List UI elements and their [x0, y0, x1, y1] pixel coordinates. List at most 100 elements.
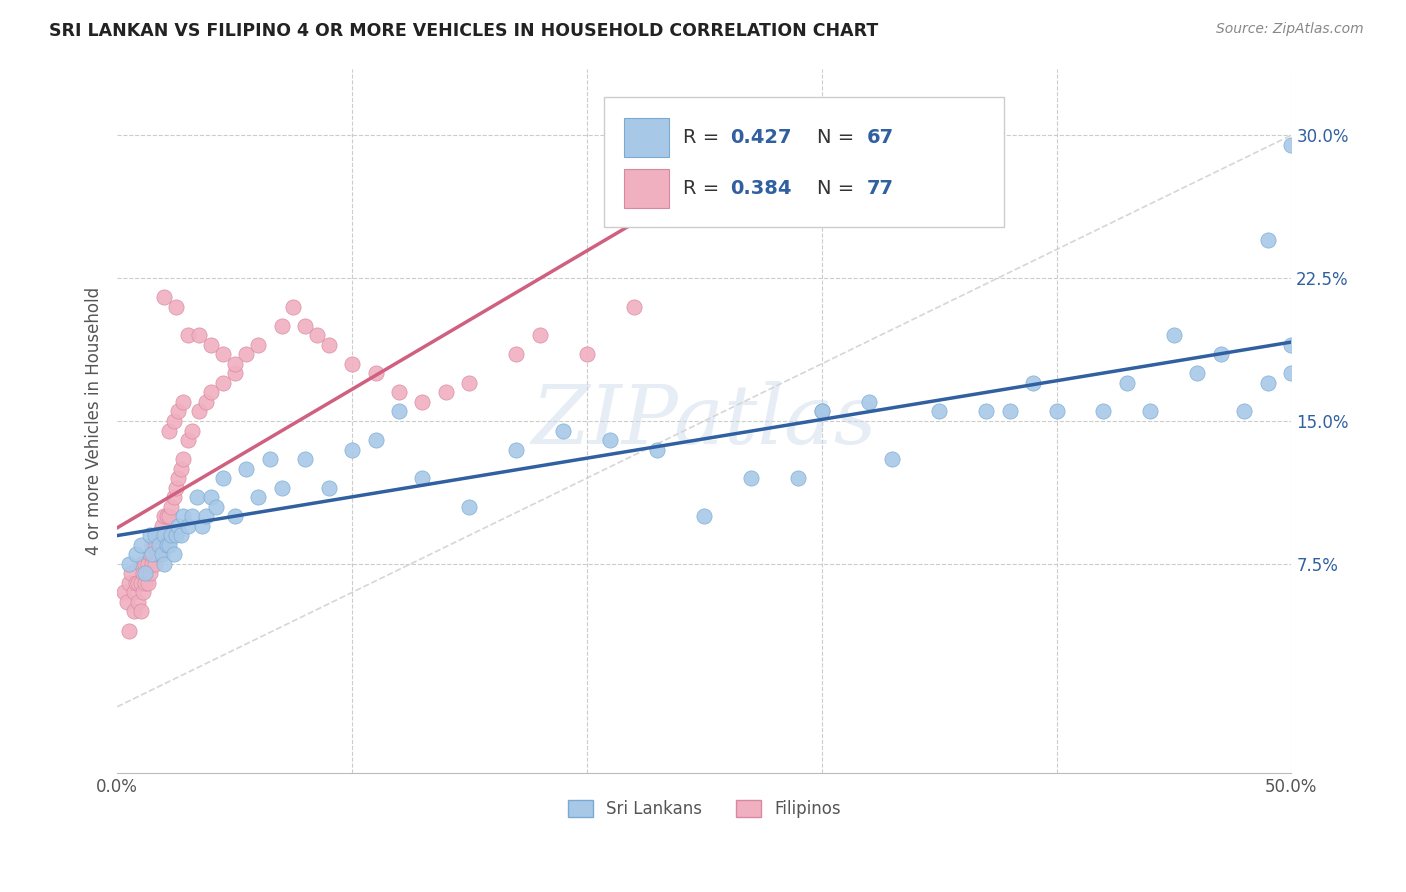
Text: R =: R = [683, 128, 725, 147]
Point [247, 490, 270, 504]
Point [882, 452, 904, 467]
Point [112, 585, 135, 599]
Point [125, 575, 148, 590]
Point [150, 538, 173, 552]
Point [165, 481, 187, 495]
Point [160, 500, 183, 514]
Point [200, 385, 222, 400]
Point [318, 481, 340, 495]
Point [125, 547, 148, 561]
Point [132, 566, 155, 581]
Point [364, 433, 387, 447]
Point [157, 538, 180, 552]
Point [645, 442, 668, 457]
Text: 0.384: 0.384 [730, 179, 792, 198]
Point [200, 338, 222, 352]
Point [1209, 347, 1232, 361]
Point [136, 575, 159, 590]
Point [1257, 376, 1279, 390]
Point [505, 347, 527, 361]
Point [153, 557, 176, 571]
Point [150, 547, 173, 561]
Point [139, 566, 162, 581]
Point [212, 347, 235, 361]
Point [162, 414, 184, 428]
Point [1279, 137, 1302, 152]
Point [623, 300, 645, 314]
Point [1187, 367, 1209, 381]
Point [212, 376, 235, 390]
Point [153, 528, 176, 542]
Point [270, 318, 292, 333]
Point [129, 538, 152, 552]
Point [529, 328, 551, 343]
Point [224, 367, 246, 381]
Point [364, 367, 387, 381]
Text: N =: N = [817, 179, 860, 198]
Point [150, 518, 173, 533]
Point [167, 518, 190, 533]
Text: N =: N = [817, 128, 860, 147]
Text: Source: ZipAtlas.com: Source: ZipAtlas.com [1216, 22, 1364, 37]
Text: 77: 77 [866, 179, 893, 198]
Text: SRI LANKAN VS FILIPINO 4 OR MORE VEHICLES IN HOUSEHOLD CORRELATION CHART: SRI LANKAN VS FILIPINO 4 OR MORE VEHICLE… [49, 22, 879, 40]
Point [167, 471, 190, 485]
Y-axis label: 4 or more Vehicles in Household: 4 or more Vehicles in Household [86, 287, 103, 555]
Point [693, 509, 716, 524]
Point [148, 538, 170, 552]
Point [181, 509, 204, 524]
Point [458, 500, 481, 514]
Point [928, 404, 950, 418]
Point [181, 424, 204, 438]
Point [120, 566, 142, 581]
Point [139, 528, 162, 542]
Point [1233, 404, 1256, 418]
Point [134, 566, 156, 581]
Point [143, 538, 166, 552]
Point [1116, 376, 1139, 390]
Point [139, 547, 162, 561]
Point [129, 605, 152, 619]
Point [143, 528, 166, 542]
Point [155, 538, 177, 552]
Point [294, 452, 316, 467]
Point [235, 461, 257, 475]
Point [224, 357, 246, 371]
FancyBboxPatch shape [605, 96, 1004, 227]
Point [1163, 328, 1185, 343]
Point [176, 433, 198, 447]
Point [155, 509, 177, 524]
Point [118, 557, 141, 571]
Point [186, 490, 208, 504]
Point [172, 509, 194, 524]
Point [998, 404, 1021, 418]
Point [200, 490, 222, 504]
Point [141, 538, 163, 552]
Point [165, 300, 187, 314]
Point [1279, 367, 1302, 381]
Point [974, 404, 997, 418]
Point [169, 528, 191, 542]
Point [388, 385, 411, 400]
Point [176, 518, 198, 533]
Point [136, 557, 159, 571]
Point [340, 442, 363, 457]
Point [1279, 338, 1302, 352]
Point [127, 575, 149, 590]
Point [129, 557, 152, 571]
Point [810, 404, 832, 418]
Point [195, 509, 218, 524]
Point [224, 509, 246, 524]
Point [388, 404, 411, 418]
Point [575, 347, 598, 361]
Point [172, 452, 194, 467]
Point [162, 547, 184, 561]
Point [318, 338, 340, 352]
Point [141, 547, 163, 561]
Point [434, 385, 457, 400]
Point [157, 509, 180, 524]
Point [172, 395, 194, 409]
Point [148, 528, 170, 542]
Text: 67: 67 [866, 128, 893, 147]
Point [129, 575, 152, 590]
